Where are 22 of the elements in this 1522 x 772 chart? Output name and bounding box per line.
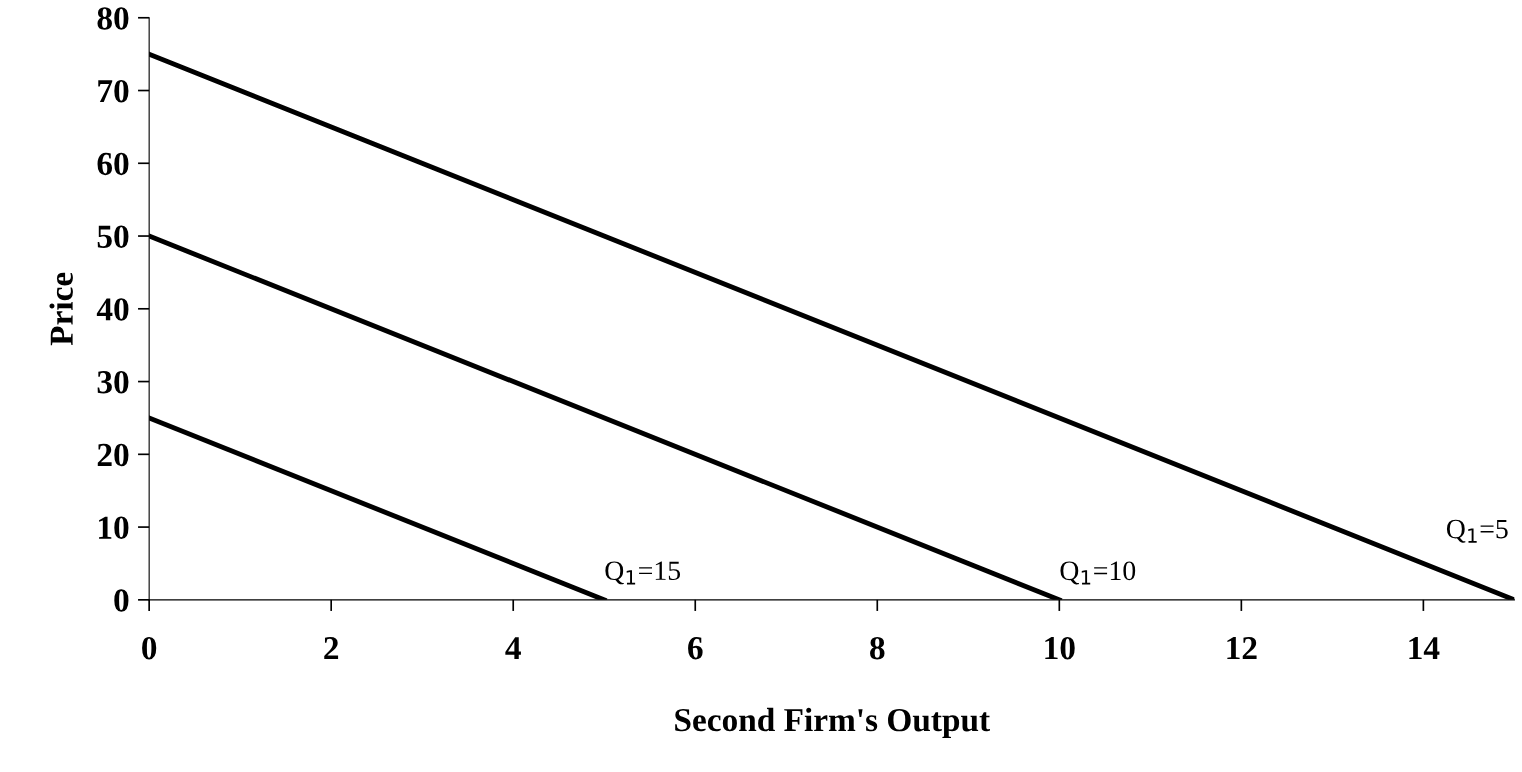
y-tick-label: 20 — [97, 443, 129, 467]
y-tick-label: 30 — [97, 370, 129, 394]
x-axis-title: Second Firm's Output — [675, 707, 990, 739]
series-label: Q$_{1}$=5 — [1446, 519, 1508, 543]
y-tick-label: 0 — [114, 589, 129, 612]
x-tick-label: 8 — [870, 636, 885, 660]
y-tick-label: 50 — [97, 225, 129, 248]
y-tick-label: 70 — [98, 79, 129, 103]
y-tick-label: 80 — [97, 7, 129, 30]
x-tick-label: 10 — [1045, 636, 1075, 660]
x-tick-label: 0 — [142, 636, 157, 660]
series-label: Q$_{1}$=10 — [1060, 561, 1136, 585]
x-tick-label: 2 — [324, 637, 339, 660]
x-tick-label: 4 — [505, 637, 521, 660]
x-tick-label: 6 — [688, 637, 703, 660]
y-axis-title: Price — [49, 272, 73, 346]
x-tick-label: 14 — [1409, 637, 1440, 660]
y-tick-label: 60 — [97, 152, 129, 176]
y-tick-label: 40 — [96, 298, 129, 321]
series-label: Q$_{1}$=15 — [605, 561, 681, 585]
x-tick-label: 12 — [1227, 637, 1257, 660]
y-tick-label: 10 — [99, 516, 129, 539]
